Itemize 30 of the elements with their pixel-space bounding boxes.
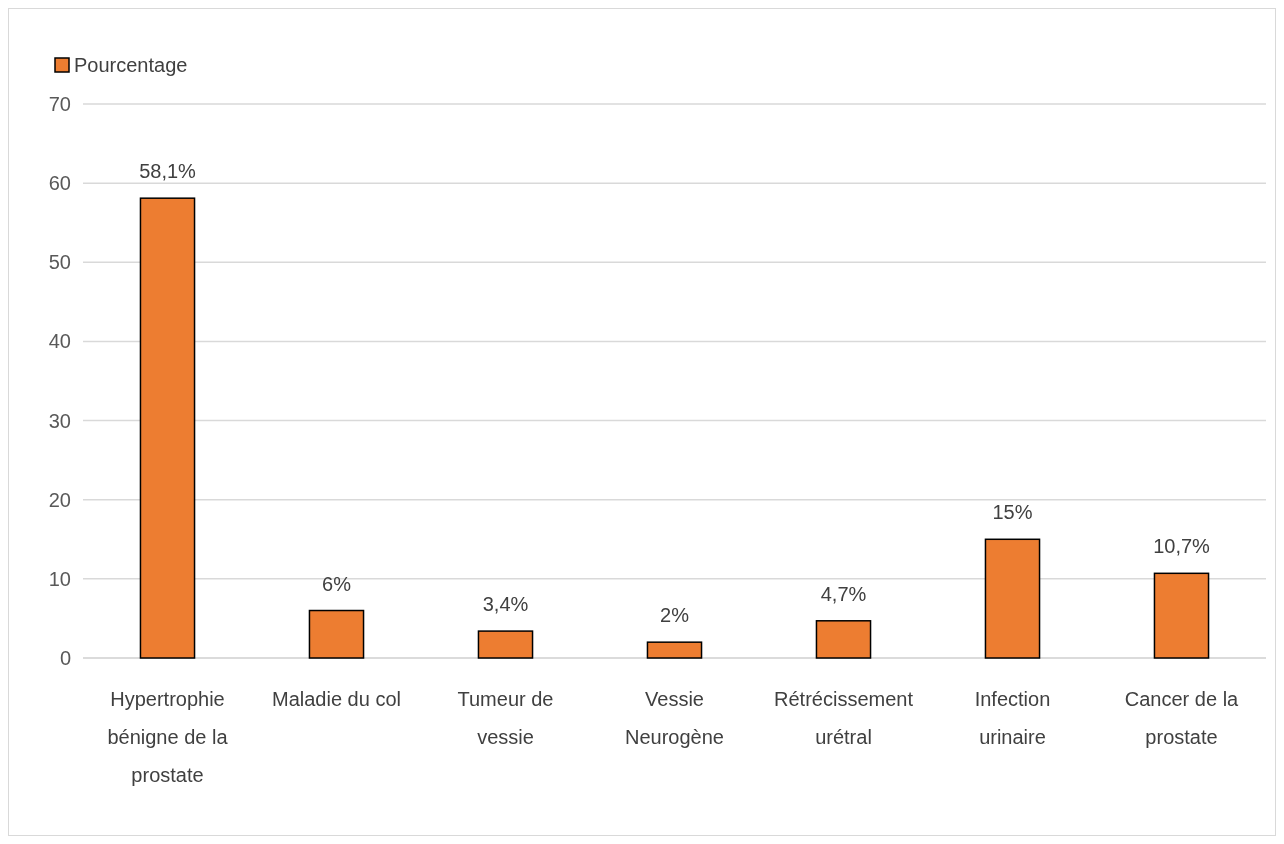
bar bbox=[1153, 572, 1210, 659]
bar bbox=[646, 641, 703, 659]
x-tick-label: Cancer de la prostate bbox=[1124, 688, 1240, 748]
y-tick-label: 60 bbox=[48, 172, 71, 195]
bar bbox=[308, 609, 365, 659]
bar bbox=[984, 538, 1041, 659]
data-label: 3,4% bbox=[482, 593, 529, 616]
y-tick-label: 40 bbox=[48, 330, 71, 353]
bar bbox=[477, 630, 534, 659]
legend-label: Pourcentage bbox=[74, 54, 188, 76]
x-tick-label: Vessie Neurogène bbox=[625, 688, 724, 748]
bar bbox=[815, 620, 872, 659]
x-tick-label: Infection urinaire bbox=[974, 688, 1051, 748]
y-tick-label: 20 bbox=[48, 488, 71, 511]
y-tick-label: 30 bbox=[48, 409, 71, 432]
bar bbox=[139, 197, 196, 659]
data-label: 6% bbox=[322, 572, 352, 595]
x-tick-label: Hypertrophie bénigne de la prostate bbox=[107, 688, 229, 786]
y-tick-label: 10 bbox=[48, 567, 71, 590]
data-label: 2% bbox=[660, 604, 690, 627]
x-tick-label: Tumeur de vessie bbox=[457, 688, 554, 748]
x-tick-label: Maladie du col bbox=[272, 688, 401, 710]
data-label: 15% bbox=[992, 501, 1033, 524]
y-tick-label: 0 bbox=[59, 647, 71, 669]
data-label: 10,7% bbox=[1153, 535, 1211, 558]
data-label: 4,7% bbox=[820, 582, 867, 605]
data-label: 58,1% bbox=[139, 160, 197, 183]
y-tick-label: 70 bbox=[48, 93, 71, 115]
x-tick-label: Rétrécissement urétral bbox=[774, 688, 914, 748]
y-tick-label: 50 bbox=[48, 251, 71, 274]
